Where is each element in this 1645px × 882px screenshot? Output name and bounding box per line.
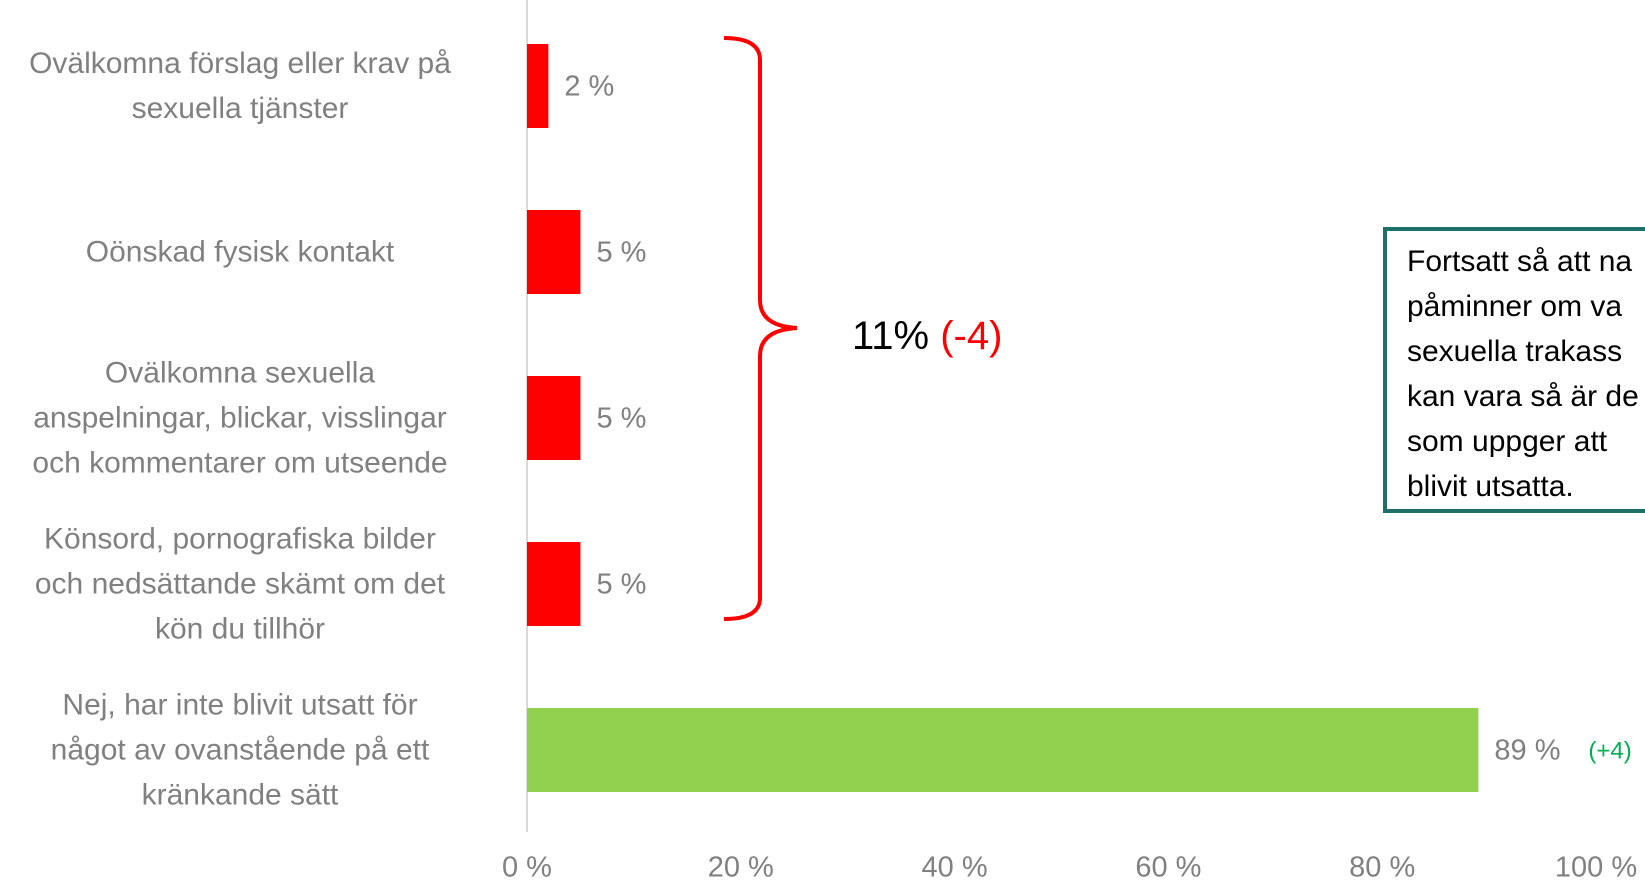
group-total: 11% <box>852 314 929 358</box>
bar <box>527 708 1479 792</box>
value-label: 5 % <box>596 569 646 601</box>
category-label: Könsord, pornografiska bilder och nedsät… <box>34 522 446 646</box>
x-tick-label: 60 % <box>1135 852 1201 882</box>
note-line: påminner om va <box>1407 290 1623 323</box>
x-tick-label: 100 % <box>1555 852 1637 882</box>
value-label: 5 % <box>596 403 646 435</box>
bar <box>527 210 581 294</box>
note-line: Fortsatt så att na <box>1407 245 1633 278</box>
note-line: kan vara så är de <box>1407 380 1639 413</box>
category-label: Oönskad fysisk kontakt <box>85 235 395 269</box>
x-tick-label: 40 % <box>922 852 988 882</box>
note-box: Fortsatt så att na påminner om va sexuella… <box>1383 227 1645 513</box>
value-label: 89 % <box>1494 735 1560 767</box>
bar <box>527 44 549 128</box>
group-change: (-4) <box>940 314 1002 358</box>
value-label: 2 % <box>564 71 614 103</box>
category-label: Ovälkomna sexuella anspelningar, blickar… <box>32 356 448 480</box>
category-label: Ovälkomna förslag eller krav på sexuella… <box>29 47 451 125</box>
note-line: blivit utsatta. <box>1407 470 1574 503</box>
change-label: (+4) <box>1588 737 1631 764</box>
brace <box>723 36 798 621</box>
x-tick-label: 20 % <box>708 852 774 882</box>
group-annotation: 11% (-4) <box>852 314 1002 358</box>
note-line: som uppger att <box>1407 425 1608 458</box>
bar <box>527 542 581 626</box>
note-line: sexuella trakass <box>1407 335 1623 368</box>
value-label: 5 % <box>596 237 646 269</box>
bar <box>527 376 581 460</box>
x-tick-label: 0 % <box>502 852 552 882</box>
x-tick-label: 80 % <box>1349 852 1415 882</box>
category-label: Nej, har inte blivit utsatt för något av… <box>50 688 430 812</box>
